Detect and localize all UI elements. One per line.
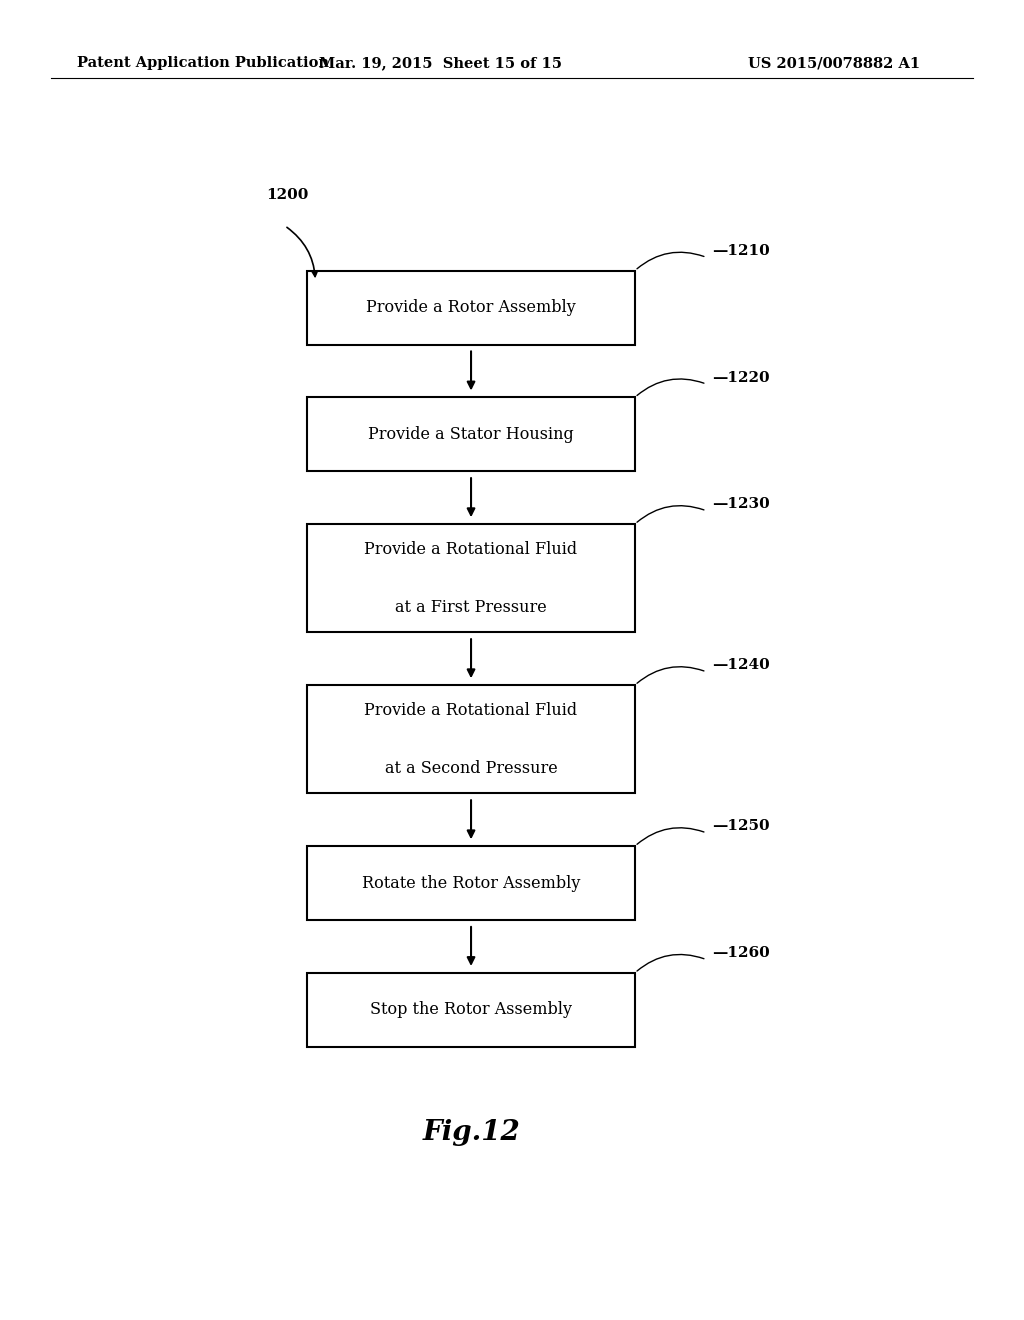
- Bar: [307, 271, 635, 345]
- Bar: [307, 973, 635, 1047]
- Text: Mar. 19, 2015  Sheet 15 of 15: Mar. 19, 2015 Sheet 15 of 15: [318, 57, 562, 70]
- Text: —1220: —1220: [712, 371, 769, 384]
- Text: —1250: —1250: [712, 820, 769, 833]
- Text: —1210: —1210: [712, 244, 769, 257]
- Text: Provide a Rotational Fluid: Provide a Rotational Fluid: [365, 541, 578, 557]
- Text: —1240: —1240: [712, 659, 769, 672]
- Text: Rotate the Rotor Assembly: Rotate the Rotor Assembly: [361, 875, 581, 891]
- Bar: [307, 397, 635, 471]
- Text: Patent Application Publication: Patent Application Publication: [77, 57, 329, 70]
- Text: Provide a Stator Housing: Provide a Stator Housing: [369, 426, 573, 442]
- Bar: [307, 524, 635, 632]
- Text: Provide a Rotor Assembly: Provide a Rotor Assembly: [367, 300, 575, 315]
- Text: at a First Pressure: at a First Pressure: [395, 599, 547, 615]
- Text: —1230: —1230: [712, 498, 769, 511]
- Text: Stop the Rotor Assembly: Stop the Rotor Assembly: [370, 1002, 572, 1018]
- Bar: [307, 685, 635, 793]
- Text: at a Second Pressure: at a Second Pressure: [385, 760, 557, 776]
- Text: Fig.12: Fig.12: [422, 1119, 520, 1146]
- Text: Provide a Rotational Fluid: Provide a Rotational Fluid: [365, 702, 578, 718]
- Text: US 2015/0078882 A1: US 2015/0078882 A1: [748, 57, 920, 70]
- Text: 1200: 1200: [266, 187, 308, 202]
- Bar: [307, 846, 635, 920]
- Text: —1260: —1260: [712, 946, 769, 960]
